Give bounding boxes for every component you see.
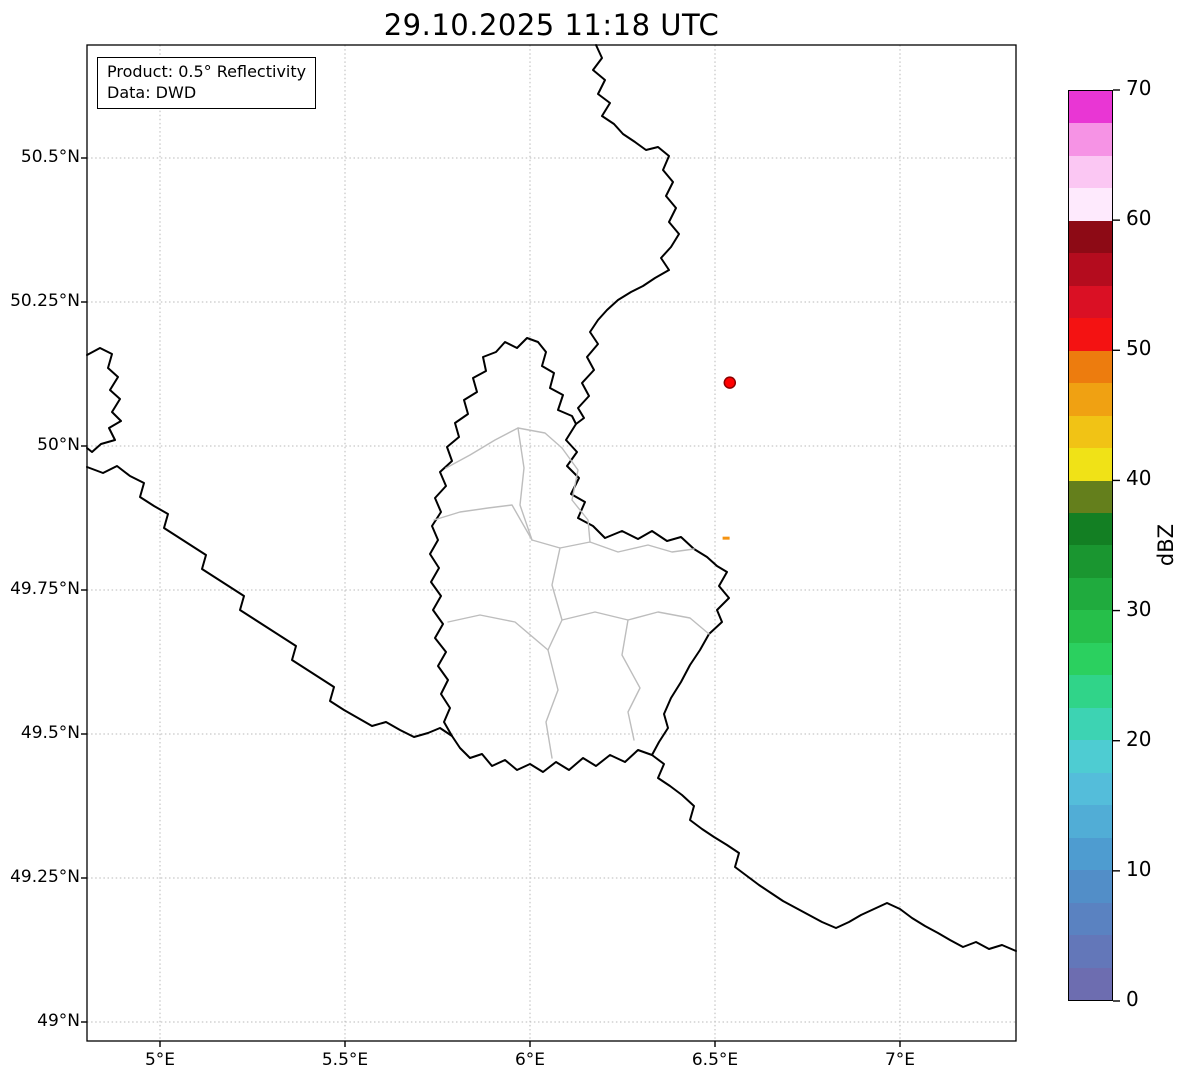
product-info-box: Product: 0.5° Reflectivity Data: DWD (97, 57, 317, 110)
colorbar-segment (1069, 480, 1112, 513)
colorbar-tick-label: 30 (1126, 596, 1152, 621)
grid-lines (87, 45, 1016, 1041)
y-tick-label: 49.5°N (20, 723, 80, 743)
border-belgium-france (86, 465, 453, 738)
country-borders (86, 44, 1017, 952)
colorbar-segment (1069, 610, 1112, 643)
colorbar-segment (1069, 123, 1112, 156)
colorbar-segment (1069, 740, 1112, 773)
x-tick-label: 6°E (514, 1050, 546, 1070)
colorbar-segment (1069, 188, 1112, 221)
colorbar-segment (1069, 772, 1112, 806)
colorbar-tick-label: 70 (1126, 76, 1152, 100)
y-tick-label: 49.25°N (10, 867, 80, 887)
plot-frame (86, 44, 1017, 1042)
border-france-edge-salient (86, 347, 122, 453)
colorbar-segment (1069, 155, 1112, 189)
colorbar-tick-label: 60 (1126, 206, 1152, 231)
border-france-germany (651, 754, 1017, 952)
colorbar-segment (1069, 707, 1112, 741)
page-title: 29.10.2025 11:18 UTC (383, 8, 720, 42)
y-tick-label: 50.25°N (10, 291, 80, 311)
colorbar-segment (1069, 545, 1112, 578)
colorbar-segment (1069, 805, 1112, 838)
colorbar-segment (1069, 837, 1112, 871)
colorbar-segment (1069, 220, 1112, 254)
colorbar-segment (1069, 448, 1112, 481)
colorbar-segment (1069, 253, 1112, 286)
x-tick-label: 6.5°E (691, 1050, 739, 1070)
colorbar-segment (1069, 870, 1112, 903)
colorbar-segment (1069, 90, 1112, 124)
colorbar-segment (1069, 285, 1112, 319)
colorbar-segment (1069, 642, 1112, 676)
radar-site-marker (723, 376, 737, 389)
colorbar-segment (1069, 935, 1112, 968)
border-luxembourg (429, 337, 730, 773)
colorbar-tick-label: 10 (1126, 856, 1152, 881)
colorbar-tick-label: 20 (1126, 726, 1152, 751)
colorbar-segment (1069, 675, 1112, 708)
y-tick-label: 49.75°N (10, 579, 80, 599)
data-source-line: Data: DWD (107, 83, 197, 103)
luxembourg-district-borders (433, 427, 710, 759)
border-belgium-germany (575, 44, 680, 425)
y-tick-label: 50.5°N (20, 147, 80, 167)
y-tick-label: 50°N (37, 435, 80, 455)
colorbar (1068, 90, 1113, 1001)
colorbar-segment (1069, 350, 1112, 384)
y-tick-label: 49°N (37, 1011, 80, 1031)
reflectivity-echo (722, 536, 730, 540)
x-tick-label: 5.5°E (321, 1050, 369, 1070)
map-markers (722, 376, 737, 540)
colorbar-segment (1069, 383, 1112, 416)
colorbar-segment (1069, 512, 1112, 546)
colorbar-tick-label: 0 (1126, 987, 1139, 1011)
colorbar-segment (1069, 577, 1112, 611)
colorbar-segment (1069, 415, 1112, 449)
colorbar-segment (1069, 902, 1112, 936)
colorbar-segment (1069, 967, 1112, 1000)
x-tick-label: 5°E (144, 1050, 176, 1070)
product-line: Product: 0.5° Reflectivity (107, 62, 307, 81)
colorbar-segment (1069, 318, 1112, 351)
colorbar-label: dBZ (1154, 523, 1178, 567)
colorbar-tick-label: 50 (1126, 336, 1152, 361)
x-tick-label: 7°E (884, 1050, 916, 1070)
colorbar-tick-label: 40 (1126, 466, 1152, 491)
axis-tick-marks (81, 89, 1120, 1047)
